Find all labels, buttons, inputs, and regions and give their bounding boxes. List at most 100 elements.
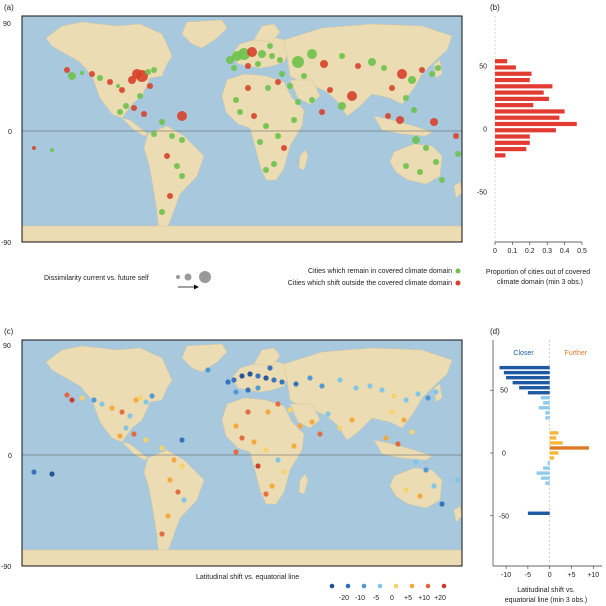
city-point [263, 447, 269, 453]
closer-label: Closer [513, 350, 534, 357]
legend-c: Latitudinal shift vs. equatorial line -2… [196, 574, 447, 602]
city-point [307, 375, 313, 381]
city-point [123, 425, 129, 431]
legend-color-dot [409, 583, 415, 589]
city-point [127, 413, 133, 419]
city-point [136, 70, 148, 82]
city-point [233, 97, 239, 103]
bar [495, 96, 549, 101]
city-point [287, 83, 293, 89]
bar [499, 365, 550, 370]
city-point [171, 457, 177, 463]
bar [495, 65, 516, 70]
bar [549, 441, 563, 445]
city-point [50, 148, 54, 152]
bar [495, 71, 532, 76]
legend-c-ticks: -20 -10 -5 0 +5 +10 +20 [339, 595, 446, 602]
x-tick-label: -5 [525, 572, 531, 579]
city-point [80, 71, 84, 75]
bar [495, 109, 565, 114]
city-point [179, 463, 185, 469]
bar [549, 456, 555, 460]
city-point [91, 397, 97, 403]
x-tick-label: 0.3 [542, 248, 552, 255]
x-tick-label: 0.2 [525, 248, 535, 255]
map-c-lat-90: 90 [3, 343, 11, 350]
city-point [159, 209, 165, 215]
x-tick-label: 0.4 [560, 248, 570, 255]
city-point [133, 397, 139, 403]
city-point [281, 469, 287, 475]
city-point [453, 133, 459, 139]
city-point [455, 151, 461, 157]
city-point [245, 409, 251, 415]
city-point [430, 118, 438, 126]
city-point [233, 423, 239, 429]
city-point [265, 85, 271, 91]
bar [549, 436, 557, 440]
bar [527, 511, 550, 515]
city-point [69, 397, 75, 403]
y-tick-label: 0 [483, 127, 487, 134]
city-point [391, 393, 397, 399]
x-axis-label-line1: Latitudinal shift vs. [517, 587, 575, 594]
city-point [238, 48, 250, 60]
city-point [307, 49, 317, 59]
city-point [411, 107, 417, 113]
city-point [245, 63, 251, 69]
city-point [295, 99, 301, 105]
city-point [381, 65, 387, 71]
bar [495, 134, 530, 139]
city-point [385, 113, 391, 119]
city-point [275, 457, 281, 463]
bar [527, 391, 550, 395]
city-point [179, 437, 185, 443]
city-point [347, 91, 357, 101]
city-point [292, 56, 304, 68]
city-point [439, 501, 445, 507]
city-point [433, 389, 439, 395]
bar [495, 77, 530, 83]
legend-size-text: Dissimilarity current vs. future self [44, 275, 149, 282]
city-point [239, 373, 245, 379]
city-point [151, 67, 157, 73]
legend-c-tick-label: 0 [390, 595, 394, 602]
city-point [338, 102, 346, 110]
city-point [147, 83, 153, 89]
panel-b-label: (b) [490, 3, 500, 12]
city-point [225, 379, 231, 385]
panel-c-label: (c) [4, 327, 14, 336]
size-dot-large [199, 271, 211, 283]
city-point [337, 377, 343, 383]
city-point [271, 161, 277, 167]
city-point [258, 50, 266, 58]
legend-a: Dissimilarity current vs. future self Ci… [44, 268, 461, 290]
city-point [143, 399, 149, 405]
city-point [64, 392, 70, 398]
city-point [174, 163, 180, 169]
bar [519, 386, 550, 390]
city-point [317, 431, 323, 437]
city-point [205, 367, 211, 373]
city-point [439, 177, 445, 183]
city-point [271, 377, 277, 383]
city-point [263, 167, 269, 173]
y-tick-label: 50 [479, 64, 487, 71]
city-point [226, 56, 234, 64]
legend-c-color-scale [329, 583, 447, 589]
city-point [415, 391, 421, 397]
legend-color-dot [393, 583, 399, 589]
city-point [339, 53, 345, 59]
city-point [255, 373, 261, 379]
city-point [109, 405, 115, 411]
city-point [251, 439, 257, 445]
city-point [263, 375, 269, 381]
city-point [455, 477, 461, 483]
city-point [117, 109, 123, 115]
city-point [255, 463, 261, 469]
bar [545, 481, 550, 485]
city-point [277, 57, 283, 63]
city-point [435, 65, 441, 71]
